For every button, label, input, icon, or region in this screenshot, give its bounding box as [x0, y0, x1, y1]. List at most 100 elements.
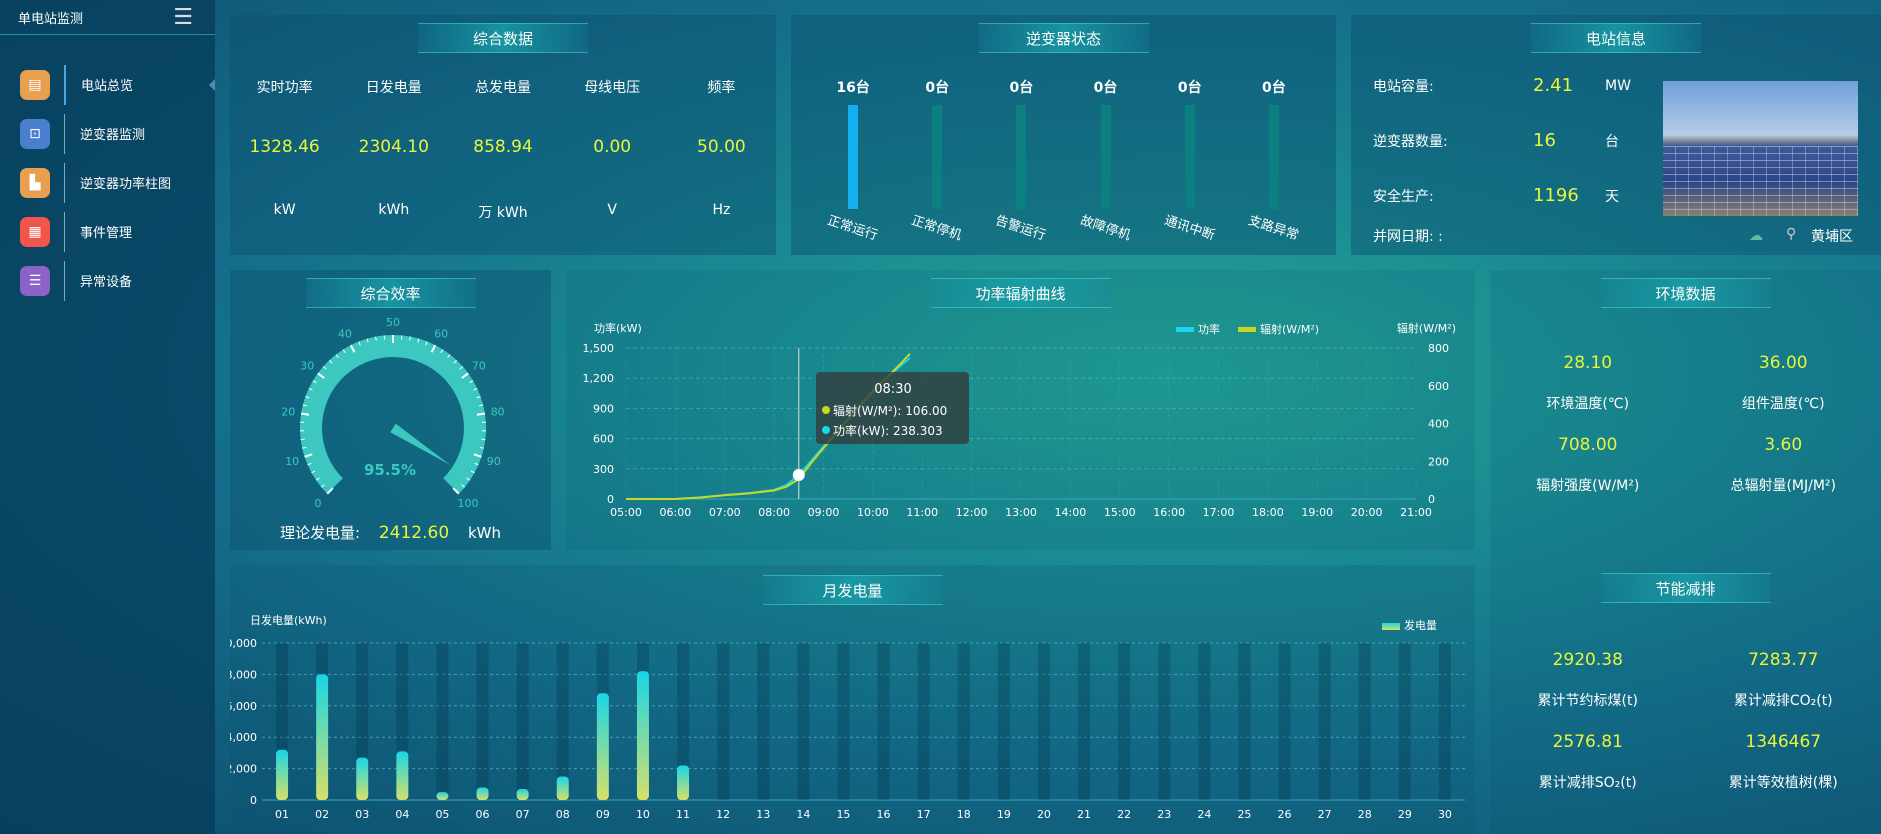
panel-title: 综合数据 [418, 23, 588, 53]
x-tick-label: 21:00 [1400, 506, 1432, 519]
gauge-tick-label: 10 [285, 455, 299, 468]
gauge-tick [366, 338, 369, 343]
legend-label[interactable]: 辐射(W/M²) [1260, 322, 1319, 336]
bar-background [917, 643, 930, 800]
bar-chart-icon: ▙ [20, 167, 50, 198]
bar[interactable] [396, 751, 409, 800]
sidebar-item-4[interactable]: ☰ 异常设备 [0, 256, 215, 305]
separator [64, 64, 66, 105]
monthly-panel: 月发电量 0 2,000 4,000 6,000 8,000 10,000 日发电量(kWh… [230, 565, 1475, 834]
gauge-tick [375, 336, 377, 341]
x-tick-label: 01 [275, 808, 289, 821]
summary-unit: kWh [378, 202, 410, 218]
x-tick-label: 16:00 [1153, 506, 1185, 519]
gauge-arc [300, 335, 486, 494]
sidebar-item-2[interactable]: ▙ 逆变器功率柱图 [0, 158, 215, 207]
sidebar-item-label: 电站总览 [81, 79, 134, 94]
sidebar-item-0[interactable]: ▤ 电站总览 [0, 60, 215, 109]
x-tick-label: 03 [355, 808, 369, 821]
sidebar-item-label: 逆变器功率柱图 [80, 177, 172, 192]
gauge-tick [469, 380, 474, 384]
status-bar-track [1184, 105, 1195, 209]
bar[interactable] [276, 749, 289, 800]
bar-background [1158, 643, 1171, 800]
tooltip-time: 08:30 [874, 382, 911, 397]
info-label: 并网日期: : [1373, 229, 1443, 245]
cloud-icon[interactable]: ☁ [1749, 228, 1763, 244]
y-left-tick-label: 1,200 [583, 372, 615, 385]
summary-unit: kW [273, 202, 296, 218]
x-tick-label: 30 [1438, 808, 1452, 821]
gauge-tick-label: 0 [315, 497, 322, 510]
legend-label[interactable]: 发电量 [1404, 618, 1437, 632]
x-tick-label: 05 [435, 808, 449, 821]
inverter-status-item: 0台 支路异常 [1239, 77, 1309, 244]
x-tick-label: 20:00 [1351, 506, 1383, 519]
x-tick-label: 09 [596, 808, 610, 821]
notepad-icon: ▦ [20, 216, 50, 247]
y-right-axis-label: 辐射(W/M²) [1397, 321, 1456, 335]
emission-label: 累计减排CO₂(t) [1733, 693, 1833, 709]
sidebar-item-label: 异常设备 [80, 275, 133, 290]
bar[interactable] [596, 693, 609, 800]
bar-background [1118, 643, 1131, 800]
bar-background [1198, 643, 1211, 800]
status-bar-track [848, 105, 859, 209]
power-radiation-chart[interactable]: 0 300 600 900 1,200 1,500 0 200 400 600 800 05:00 06… [566, 270, 1475, 550]
monitor-icon: ⊡ [20, 118, 50, 149]
gauge-tick [473, 387, 478, 391]
y-left-tick-label: 1,500 [583, 342, 615, 355]
x-tick-label: 08 [556, 808, 570, 821]
summary-grid: 实时功率 日发电量 总发电量 母线电压 频率 1328.46 2304.10 858.94 0.… [230, 77, 776, 222]
x-tick-label: 17 [917, 808, 931, 821]
sidebar-item-3[interactable]: ▦ 事件管理 [0, 207, 215, 256]
x-tick-label: 14 [796, 808, 810, 821]
gauge-tick [476, 396, 481, 399]
x-tick-label: 20 [1037, 808, 1051, 821]
legend-swatch[interactable] [1176, 327, 1194, 332]
legend-label[interactable]: 功率 [1198, 322, 1220, 336]
summary-header: 频率 [707, 80, 736, 96]
gauge-tick [300, 438, 305, 441]
info-row-safe-days: 安全生产: 1196 天 [1373, 185, 1619, 206]
bar[interactable] [356, 757, 369, 800]
panel-title: 环境数据 [1600, 278, 1771, 308]
overview-icon: ▤ [20, 69, 50, 100]
bar[interactable] [316, 674, 329, 800]
bar-background [797, 643, 810, 800]
bar-background [556, 643, 569, 800]
gauge-tick-label: 20 [281, 405, 295, 418]
inverter-status-item: 0台 正常停机 [902, 77, 972, 244]
gauge-tick [326, 487, 334, 495]
sidebar-item-1[interactable]: ⊡ 逆变器监测 [0, 109, 215, 158]
bar-background [837, 643, 850, 800]
status-count: 0台 [1093, 80, 1118, 96]
gauge-tick [470, 470, 475, 474]
gauge-tick-label: 30 [300, 360, 314, 373]
y-right-tick-label: 200 [1428, 455, 1449, 468]
panel-title: 月发电量 [762, 575, 943, 605]
bar[interactable] [436, 792, 449, 800]
inverter-status-item: 16台 正常运行 [818, 77, 888, 244]
gauge-tick [452, 487, 460, 495]
bar[interactable] [516, 789, 529, 800]
monthly-generation-chart[interactable]: 0 2,000 4,000 6,000 8,000 10,000 日发电量(kWh) 01 02… [230, 565, 1475, 834]
gauge-tick [305, 396, 310, 399]
x-tick-label: 05:00 [610, 506, 642, 519]
environment-label: 组件温度(℃) [1741, 396, 1825, 412]
bar[interactable] [556, 776, 569, 800]
tooltip-box [816, 372, 969, 444]
legend-swatch[interactable] [1238, 327, 1256, 332]
gauge-tick [349, 344, 356, 353]
bar[interactable] [636, 671, 649, 800]
gauge-tick [430, 344, 437, 353]
hamburger-menu-icon[interactable]: ☰ [173, 4, 193, 30]
bar[interactable] [476, 787, 489, 800]
gauge-tick [479, 446, 484, 449]
legend-swatch[interactable] [1382, 623, 1400, 630]
tooltip-line: 辐射(W/M²): 106.00 [833, 403, 947, 418]
bar[interactable] [677, 765, 690, 800]
gauge-tick [322, 366, 327, 370]
x-tick-label: 15 [836, 808, 850, 821]
gauge-tick-label: 80 [491, 405, 505, 418]
